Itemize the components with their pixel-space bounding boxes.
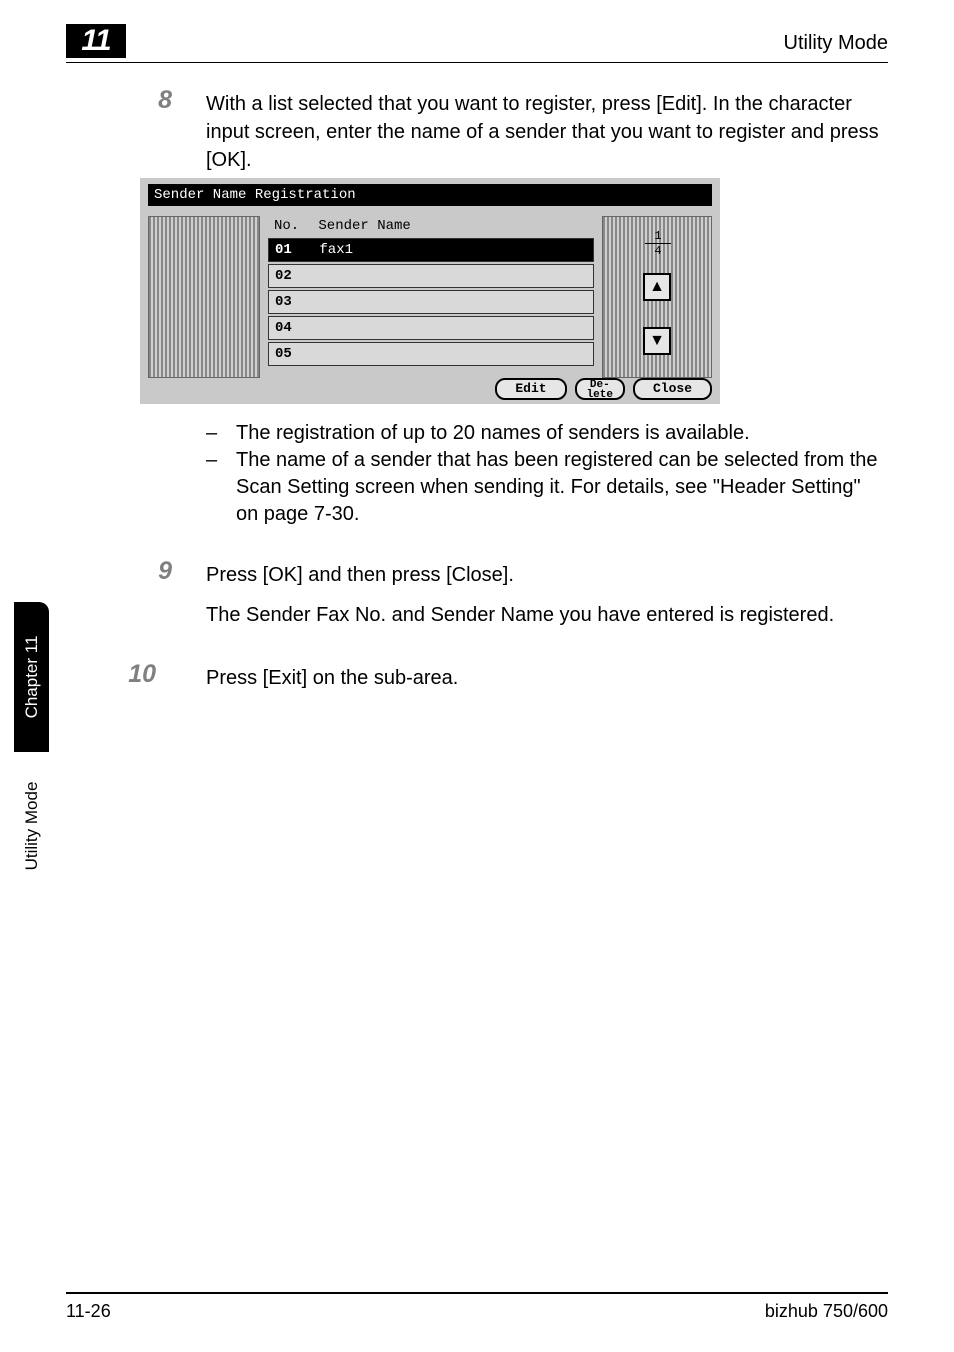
dash-icon: – [206,420,236,447]
screenshot-right-hatch: 1 4 ▲ ▼ [602,216,712,378]
footer-page-number: 11-26 [66,1301,111,1322]
step-number: 9 [138,557,172,586]
edit-button[interactable]: Edit [495,378,566,400]
step-9: 9 Press [OK] and then press [Close]. The… [140,561,888,629]
page: 11 Utility Mode 8 With a list selected t… [0,0,954,1352]
side-tab-section: Utility Mode [14,752,49,900]
note-text: The registration of up to 20 names of se… [236,420,888,447]
side-tab-chapter-label: Chapter 11 [22,636,42,719]
step-text: Press [OK] and then press [Close]. The S… [206,561,888,629]
page-indicator: 1 4 [645,229,671,258]
chapter-badge: 11 [66,24,126,58]
scroll-up-button[interactable]: ▲ [643,273,671,301]
list-row[interactable]: 03 [268,290,594,314]
screenshot-panel: Sender Name Registration No. Sender Name… [140,178,720,404]
row-no: 02 [275,265,311,287]
footer-product: bizhub 750/600 [765,1301,888,1322]
step-text: Press [Exit] on the sub-area. [206,664,888,692]
screenshot-title: Sender Name Registration [148,184,712,206]
row-no: 01 [275,239,311,261]
col-name-header: Sender Name [318,218,410,234]
list-row[interactable]: 05 [268,342,594,366]
arrow-up-icon: ▲ [649,278,665,295]
close-button[interactable]: Close [633,378,712,400]
list-row[interactable]: 04 [268,316,594,340]
step-10: 10 Press [Exit] on the sub-area. [140,664,888,692]
side-tab-section-label: Utility Mode [22,782,42,871]
dash-icon: – [206,447,236,528]
list-header: No. Sender Name [268,216,594,236]
arrow-down-icon: ▼ [649,332,665,349]
step-number: 8 [138,86,172,115]
screenshot-buttons: Edit De- lete Close [495,378,712,400]
step-8-notes: – The registration of up to 20 names of … [206,420,888,528]
list-row[interactable]: 02 [268,264,594,288]
list-row[interactable]: 01 fax1 [268,238,594,262]
page-current: 1 [645,229,671,244]
side-tab-chapter: Chapter 11 [14,602,49,752]
note-item: – The registration of up to 20 names of … [206,420,888,447]
row-name: fax1 [319,242,353,258]
delete-button[interactable]: De- lete [575,378,625,400]
header-rule [66,62,888,63]
note-item: – The name of a sender that has been reg… [206,447,888,528]
footer-rule [66,1292,888,1294]
header-title: Utility Mode [784,32,888,55]
step-8: 8 With a list selected that you want to … [140,90,888,174]
row-no: 05 [275,343,311,365]
row-no: 03 [275,291,311,313]
step-9-line2: The Sender Fax No. and Sender Name you h… [206,601,888,629]
col-no-header: No. [274,218,310,234]
note-text: The name of a sender that has been regis… [236,447,888,528]
step-9-line1: Press [OK] and then press [Close]. [206,561,888,589]
sender-list: No. Sender Name 01 fax1 02 03 04 05 [268,216,594,378]
step-number: 10 [122,660,156,689]
step-text: With a list selected that you want to re… [206,90,888,174]
screenshot-left-hatch [148,216,260,378]
page-total: 4 [645,244,671,258]
scroll-down-button[interactable]: ▼ [643,327,671,355]
row-no: 04 [275,317,311,339]
